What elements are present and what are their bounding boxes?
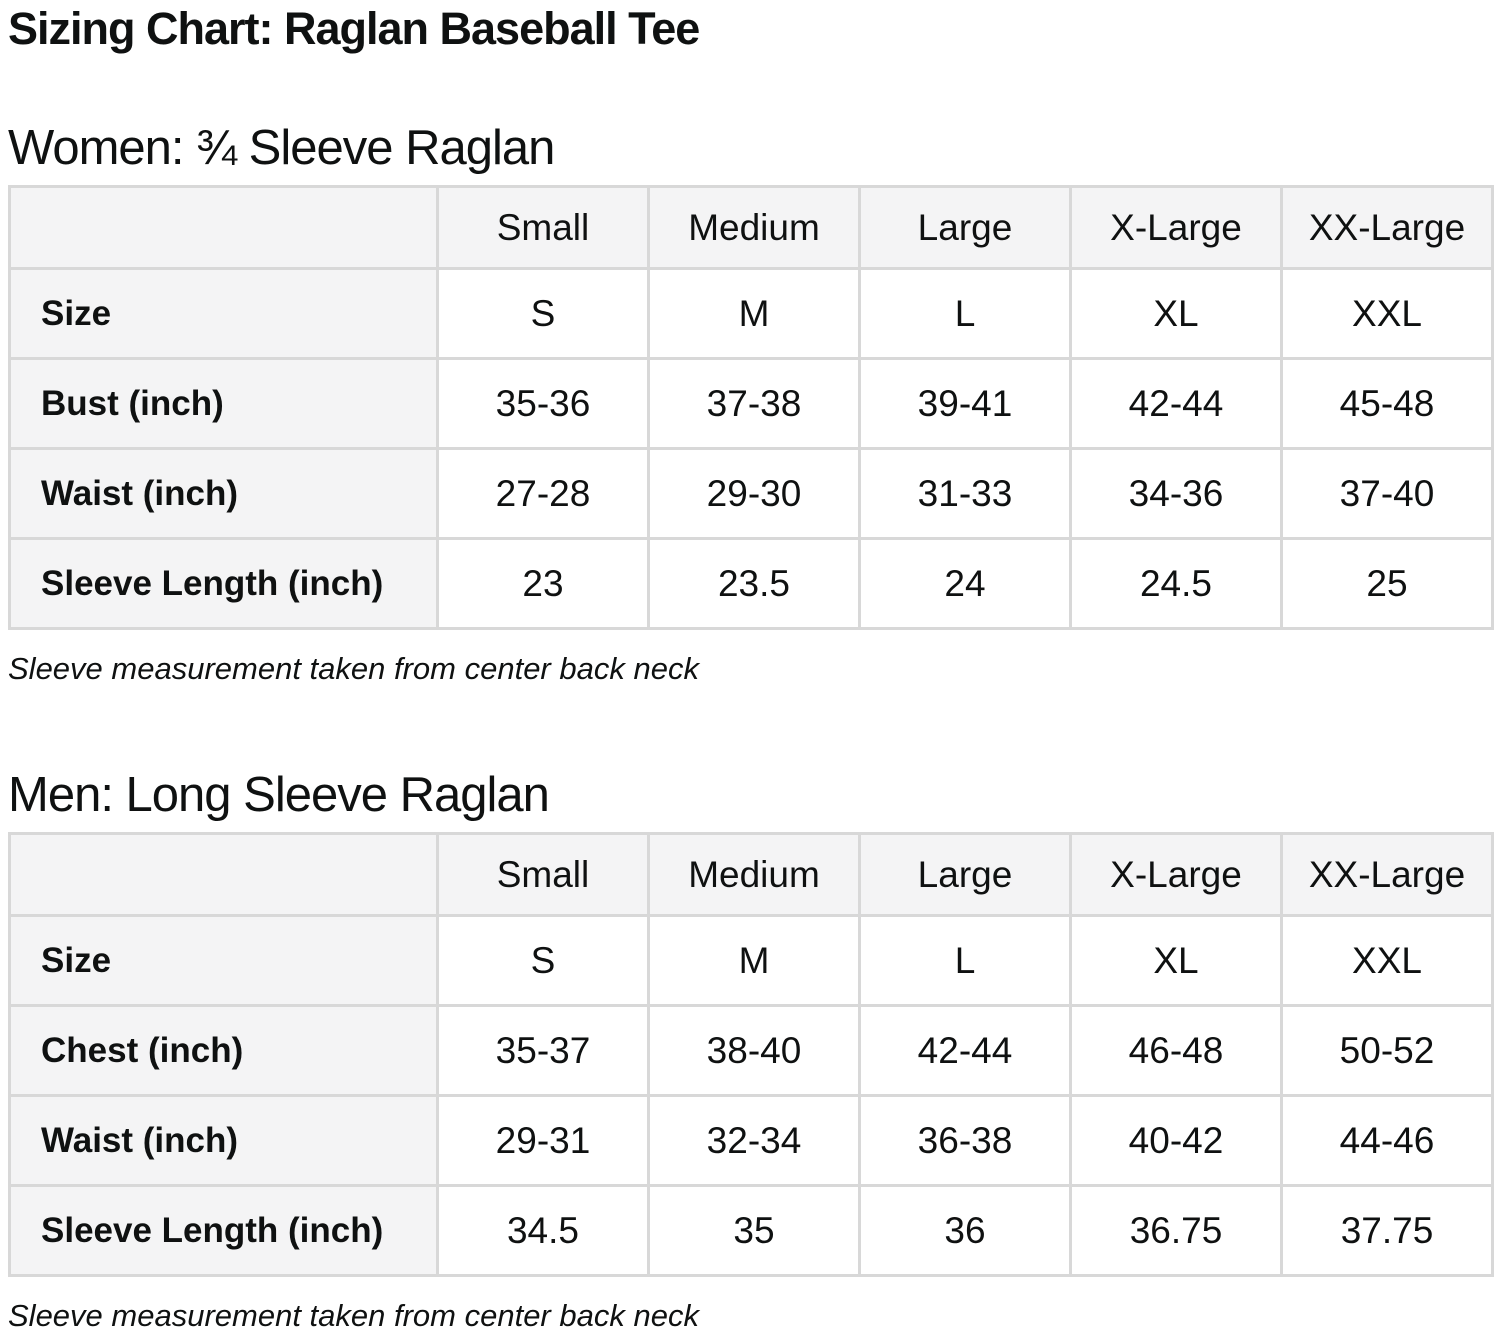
men-row-label-sleeve-length: Sleeve Length (inch) <box>8 1184 439 1278</box>
table-cell: 29-30 <box>647 447 861 541</box>
table-cell: XL <box>1069 914 1283 1008</box>
table-cell: S <box>436 267 650 361</box>
men-row-sleeve-length: Sleeve Length (inch) 34.5 35 36 36.75 37… <box>8 1184 1494 1278</box>
table-cell: XL <box>1069 267 1283 361</box>
men-column-header-x-large: X-Large <box>1069 832 1283 918</box>
table-cell: L <box>858 267 1072 361</box>
table-cell: 35-36 <box>436 357 650 451</box>
women-corner-cell <box>8 185 439 271</box>
table-cell: 36 <box>858 1184 1072 1278</box>
table-cell: XXL <box>1280 914 1494 1008</box>
table-cell: 23.5 <box>647 537 861 631</box>
table-cell: S <box>436 914 650 1008</box>
women-column-header-x-large: X-Large <box>1069 185 1283 271</box>
women-column-header-xx-large: XX-Large <box>1280 185 1494 271</box>
men-corner-cell <box>8 832 439 918</box>
women-row-label-sleeve-length: Sleeve Length (inch) <box>8 537 439 631</box>
table-cell: 42-44 <box>1069 357 1283 451</box>
table-cell: 32-34 <box>647 1094 861 1188</box>
women-sleeve-measurement-note: Sleeve measurement taken from center bac… <box>8 651 699 687</box>
table-cell: 38-40 <box>647 1004 861 1098</box>
men-column-header-xx-large: XX-Large <box>1280 832 1494 918</box>
women-row-bust: Bust (inch) 35-36 37-38 39-41 42-44 45-4… <box>8 357 1494 451</box>
women-row-size: Size S M L XL XXL <box>8 267 1494 361</box>
table-cell: M <box>647 914 861 1008</box>
table-cell: 29-31 <box>436 1094 650 1188</box>
table-cell: 36-38 <box>858 1094 1072 1188</box>
table-cell: 24 <box>858 537 1072 631</box>
table-cell: 39-41 <box>858 357 1072 451</box>
women-column-header-medium: Medium <box>647 185 861 271</box>
table-cell: 37.75 <box>1280 1184 1494 1278</box>
section-men-heading: Men: Long Sleeve Raglan <box>8 767 550 822</box>
page-title: Sizing Chart: Raglan Baseball Tee <box>8 3 700 54</box>
women-row-label-bust: Bust (inch) <box>8 357 439 451</box>
table-cell: 37-40 <box>1280 447 1494 541</box>
men-size-table: Small Medium Large X-Large XX-Large Size… <box>8 832 1494 1278</box>
table-cell: 23 <box>436 537 650 631</box>
table-cell: 42-44 <box>858 1004 1072 1098</box>
men-column-header-large: Large <box>858 832 1072 918</box>
men-column-header-small: Small <box>436 832 650 918</box>
table-cell: 27-28 <box>436 447 650 541</box>
men-table-header-row: Small Medium Large X-Large XX-Large <box>8 832 1494 918</box>
table-cell: 34-36 <box>1069 447 1283 541</box>
table-cell: 46-48 <box>1069 1004 1283 1098</box>
women-size-table: Small Medium Large X-Large XX-Large Size… <box>8 185 1494 631</box>
table-cell: 35-37 <box>436 1004 650 1098</box>
table-cell: 50-52 <box>1280 1004 1494 1098</box>
men-column-header-medium: Medium <box>647 832 861 918</box>
table-cell: L <box>858 914 1072 1008</box>
table-cell: 35 <box>647 1184 861 1278</box>
section-women: Women: ¾ Sleeve Raglan Small Medium Larg… <box>8 120 1494 687</box>
table-cell: 44-46 <box>1280 1094 1494 1188</box>
table-cell: 40-42 <box>1069 1094 1283 1188</box>
women-row-label-waist: Waist (inch) <box>8 447 439 541</box>
section-women-heading: Women: ¾ Sleeve Raglan <box>8 121 555 175</box>
men-row-label-waist: Waist (inch) <box>8 1094 439 1188</box>
table-cell: 34.5 <box>436 1184 650 1278</box>
men-row-size: Size S M L XL XXL <box>8 914 1494 1008</box>
men-row-chest: Chest (inch) 35-37 38-40 42-44 46-48 50-… <box>8 1004 1494 1098</box>
women-row-waist: Waist (inch) 27-28 29-30 31-33 34-36 37-… <box>8 447 1494 541</box>
women-column-header-large: Large <box>858 185 1072 271</box>
table-cell: 37-38 <box>647 357 861 451</box>
men-row-waist: Waist (inch) 29-31 32-34 36-38 40-42 44-… <box>8 1094 1494 1188</box>
men-row-label-size: Size <box>8 914 439 1008</box>
men-sleeve-measurement-note: Sleeve measurement taken from center bac… <box>8 1298 699 1334</box>
women-column-header-small: Small <box>436 185 650 271</box>
table-cell: XXL <box>1280 267 1494 361</box>
women-table-header-row: Small Medium Large X-Large XX-Large <box>8 185 1494 271</box>
men-row-label-chest: Chest (inch) <box>8 1004 439 1098</box>
table-cell: 36.75 <box>1069 1184 1283 1278</box>
table-cell: 25 <box>1280 537 1494 631</box>
table-cell: 31-33 <box>858 447 1072 541</box>
section-men: Men: Long Sleeve Raglan Small Medium Lar… <box>8 767 1494 1334</box>
table-cell: M <box>647 267 861 361</box>
table-cell: 45-48 <box>1280 357 1494 451</box>
women-row-label-size: Size <box>8 267 439 361</box>
women-row-sleeve-length: Sleeve Length (inch) 23 23.5 24 24.5 25 <box>8 537 1494 631</box>
table-cell: 24.5 <box>1069 537 1283 631</box>
